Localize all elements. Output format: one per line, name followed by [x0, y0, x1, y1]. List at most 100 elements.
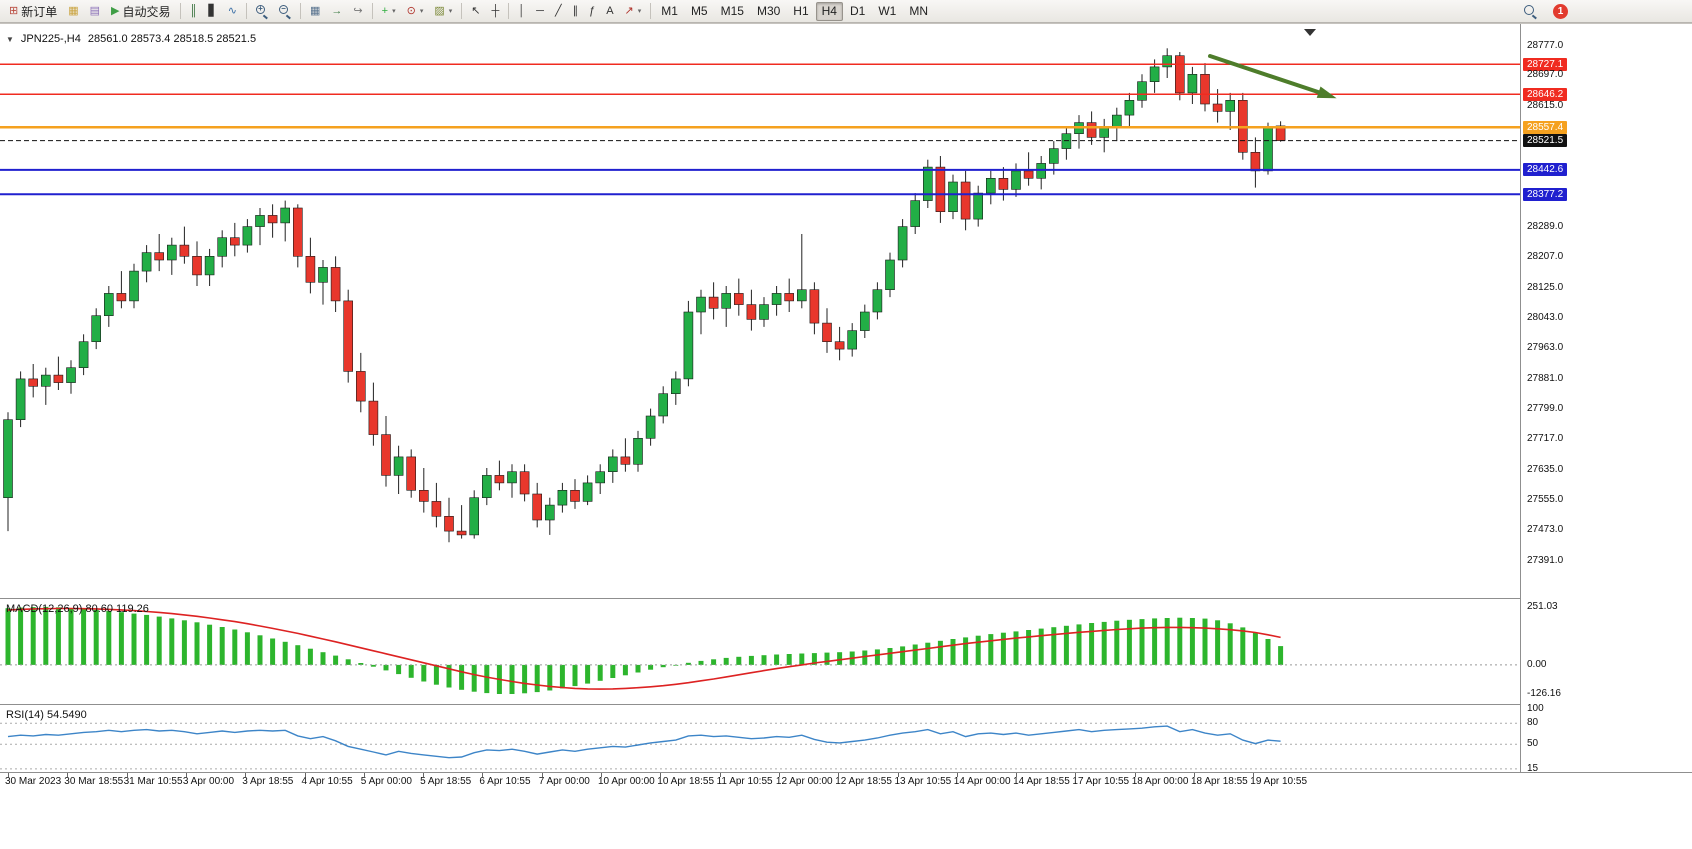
timeframe-h1[interactable]: H1 [787, 2, 814, 21]
cursor-button[interactable]: ↖ [466, 2, 485, 21]
candle-body [242, 226, 253, 246]
time-axis-label: 3 Apr 00:00 [182, 776, 235, 787]
one-click-trading-caret[interactable]: ▼ [6, 34, 14, 44]
timeframe-m15[interactable]: M15 [715, 2, 750, 21]
tile-windows-button[interactable]: ▦ [305, 2, 325, 21]
macd-histogram-bar [1252, 632, 1258, 665]
zoom-in-icon: + [256, 5, 268, 19]
candle-body [494, 475, 505, 484]
candle-body [1011, 170, 1021, 190]
time-axis-tick [185, 773, 187, 777]
macd-histogram-bar [30, 607, 36, 665]
candle-body [305, 256, 316, 283]
periods-button[interactable]: ⊙ ▾ [402, 2, 429, 21]
channel-button[interactable]: ∥ [568, 2, 584, 21]
candle-body [1175, 55, 1185, 94]
timeframe-mn[interactable]: MN [903, 2, 934, 21]
candle-body [255, 215, 265, 227]
rsi-chart [0, 722, 1520, 770]
macd-histogram-bar [1139, 619, 1145, 665]
templates-button[interactable]: ▨ ▾ [429, 2, 457, 21]
candle-body [670, 378, 681, 394]
candle-body [318, 267, 328, 283]
new-order-button[interactable]: ⊞ 新订单 [4, 2, 62, 21]
candle-body [658, 393, 669, 417]
macd-histogram-bar [685, 662, 691, 665]
time-axis-label: 12 Apr 00:00 [775, 776, 833, 787]
timeframe-h4[interactable]: H4 [815, 1, 843, 21]
macd-histogram-bar [711, 659, 717, 665]
macd-histogram-bar [811, 653, 817, 665]
zoom-out-button[interactable]: − [274, 2, 296, 21]
chart-window[interactable]: 28727.1 28646.2 28557.4 28442.6 28377.2 28521… [0, 23, 1692, 789]
macd-axis-label: -126.16 [1527, 688, 1561, 699]
arrows-button[interactable]: ↗ ▾ [620, 2, 647, 21]
search-icon[interactable] [1524, 4, 1537, 19]
timeframe-m5[interactable]: M5 [685, 2, 714, 21]
price-axis-label: 27881.0 [1527, 372, 1564, 384]
candle-body [771, 293, 782, 305]
timeframe-w1[interactable]: W1 [872, 2, 902, 21]
pane-splitter-rsi[interactable] [0, 704, 1692, 705]
macd-histogram-bar [900, 646, 906, 665]
fibonacci-icon: ƒ [589, 4, 596, 17]
pane-splitter-macd[interactable] [0, 598, 1692, 599]
text-button[interactable]: A [601, 2, 618, 21]
macd-histogram-bar [131, 613, 137, 665]
charts-button[interactable]: ▦ [63, 2, 83, 21]
candle-body [1212, 103, 1223, 112]
macd-histogram-bar [81, 608, 87, 665]
indicators-button[interactable]: + ▾ [377, 2, 401, 21]
timeframe-m1[interactable]: M1 [655, 2, 684, 21]
vertical-line-button[interactable]: │ [513, 2, 530, 21]
autotrading-button[interactable]: ▶ 自动交易 [106, 2, 175, 21]
candle-body [759, 304, 769, 320]
fibonacci-button[interactable]: ƒ [584, 2, 600, 21]
auto-scroll-button[interactable]: → [326, 2, 347, 21]
main-chart-pane[interactable] [0, 26, 1520, 598]
timeframe-d1[interactable]: D1 [844, 2, 871, 21]
trendline-button[interactable]: ╱ [550, 2, 567, 21]
macd-histogram-bar [232, 629, 238, 665]
macd-histogram-bar [295, 645, 301, 665]
time-axis[interactable]: 30 Mar 2023 30 Mar 18:55 31 Mar 10:55 3 Apr… [0, 773, 1692, 789]
zoom-in-button[interactable]: + [251, 2, 273, 21]
cursor-icon: ↖ [471, 4, 481, 17]
chart-shift-button[interactable]: ↪ [348, 2, 367, 21]
price-axis-label: 27391.0 [1527, 554, 1564, 566]
macd-histogram-bar [660, 664, 666, 668]
macd-histogram-bar [925, 642, 931, 665]
timeframe-m30[interactable]: M30 [751, 2, 786, 21]
crosshair-button[interactable]: ┼ [486, 2, 504, 21]
time-axis-label: 3 Apr 18:55 [242, 776, 294, 787]
timeframe-m30-label: M30 [756, 4, 781, 18]
candle-body [154, 252, 164, 261]
profiles-button[interactable]: ▤ [85, 2, 105, 21]
macd-histogram-bar [333, 655, 339, 665]
candle-body [784, 293, 795, 302]
time-axis-tick [1194, 773, 1195, 777]
macd-histogram-bar [862, 650, 868, 665]
macd-histogram-bar [748, 655, 754, 665]
price-line-badge: 28442.6 [1523, 163, 1568, 177]
macd-histogram-bar [1063, 625, 1069, 665]
new-order-icon: ⊞ [9, 4, 19, 17]
timeframe-h1-label: H1 [793, 4, 809, 18]
price-line-badge: 28646.2 [1523, 87, 1568, 101]
time-axis-label: 5 Apr 00:00 [360, 776, 412, 787]
rsi-pane[interactable] [0, 705, 1520, 771]
macd-histogram-bar [169, 618, 175, 665]
macd-histogram-bar [648, 664, 654, 670]
candle-body [456, 530, 467, 536]
line-chart-button[interactable]: ∿ [223, 2, 242, 21]
horizontal-line-button[interactable]: ─ [531, 2, 549, 21]
equidistant-channel-icon: ∥ [572, 4, 579, 17]
candle-body [1137, 81, 1147, 101]
notifications-badge[interactable]: 1 [1553, 3, 1568, 19]
candlestick-chart-button[interactable]: ▋ [203, 2, 221, 21]
price-axis[interactable]: 28727.1 28646.2 28557.4 28442.6 28377.2 28521… [1520, 24, 1692, 774]
time-axis-label: 17 Apr 10:55 [1072, 776, 1130, 787]
bar-chart-button[interactable]: ║ [185, 2, 203, 21]
candle-body [557, 489, 568, 506]
macd-pane[interactable] [0, 599, 1520, 703]
